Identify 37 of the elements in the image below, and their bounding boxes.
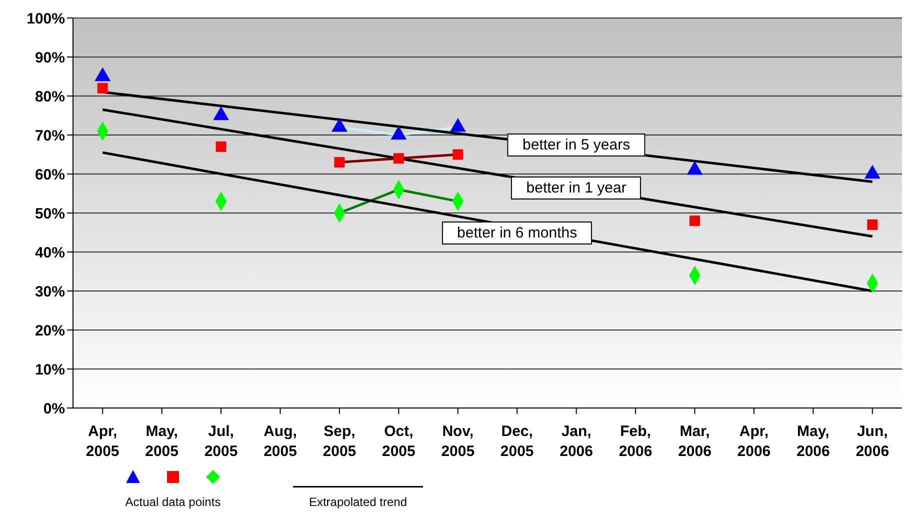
y-tick-label: 0% — [43, 400, 65, 418]
annotation: better in 1 year — [511, 176, 642, 200]
x-tick-label: Oct, 2005 — [382, 423, 416, 460]
x-tick-label: Dec, 2005 — [500, 423, 534, 460]
x-tick-label: Mar, 2006 — [678, 423, 712, 460]
point — [690, 216, 700, 226]
annotation: better in 5 years — [508, 133, 646, 156]
y-tick-label: 90% — [34, 49, 65, 66]
y-tick-label: 20% — [34, 322, 65, 340]
point — [867, 219, 878, 230]
x-tick-label: Jun, 2006 — [856, 423, 890, 460]
x-tick-label: Apr, 2005 — [86, 423, 120, 460]
point — [452, 149, 464, 160]
x-tick-label: Nov, 2005 — [441, 423, 475, 460]
text: Actual data points — [125, 495, 221, 509]
y-tick-label: 30% — [34, 283, 65, 300]
x-tick-label: May, 2005 — [145, 423, 179, 460]
y-tick-label: 80% — [34, 88, 65, 106]
point — [334, 157, 345, 168]
annotation: better in 6 months — [442, 221, 592, 244]
point — [216, 141, 226, 152]
x-tick-label: Jul, 2005 — [204, 423, 238, 460]
y-tick-label: 40% — [34, 244, 65, 262]
y-tick-label: 100% — [26, 10, 65, 28]
y-tick-label: 50% — [34, 205, 65, 222]
y-tick-label: 70% — [34, 127, 65, 144]
text: Extrapolated trend — [308, 495, 408, 509]
x-tick-label: Aug, 2005 — [264, 423, 297, 460]
x-tick-label: Feb, 2006 — [618, 423, 652, 460]
x-tick-label: Jan, 2006 — [560, 423, 594, 460]
x-tick-label: Apr, 2006 — [737, 423, 771, 460]
point — [97, 82, 108, 94]
y-tick-label: 10% — [34, 361, 65, 378]
x-tick-label: Sep, 2005 — [322, 423, 356, 460]
x-tick-label: May, 2006 — [796, 423, 830, 460]
y-tick-label: 60% — [34, 166, 65, 184]
point — [393, 153, 404, 164]
